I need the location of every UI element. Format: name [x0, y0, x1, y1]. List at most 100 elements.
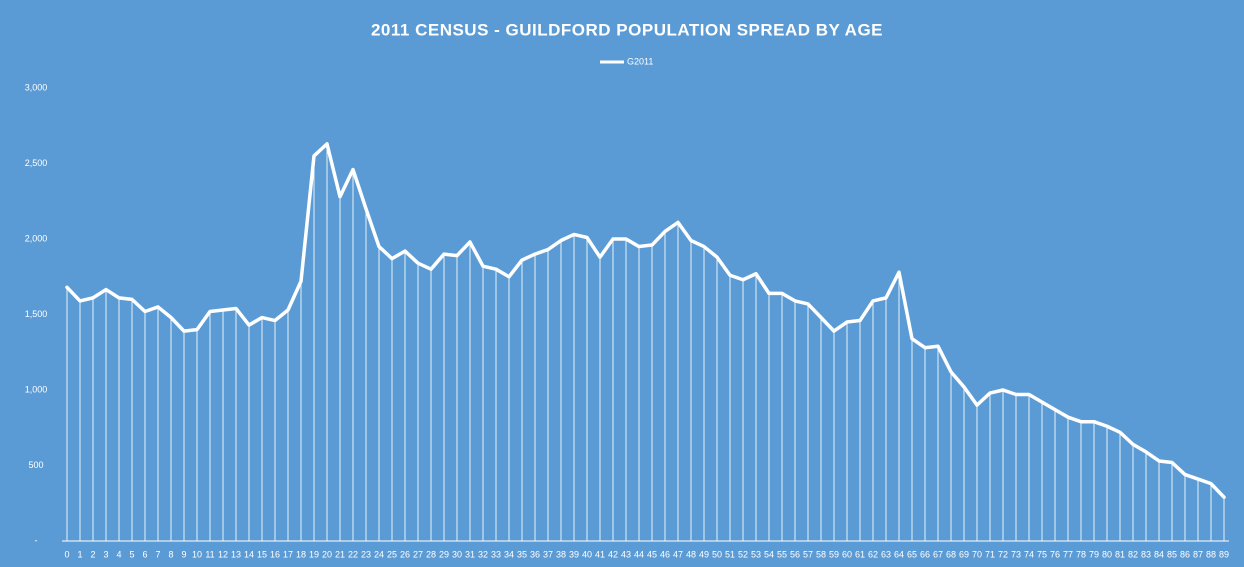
- x-tick-label: 35: [517, 549, 527, 559]
- x-tick-label: 8: [168, 549, 173, 559]
- x-tick-label: 26: [400, 549, 410, 559]
- x-tick-label: 23: [361, 549, 371, 559]
- x-tick-label: 17: [283, 549, 293, 559]
- x-tick-label: 79: [1089, 549, 1099, 559]
- x-tick-label: 40: [582, 549, 592, 559]
- chart-title: 2011 CENSUS - GUILDFORD POPULATION SPREA…: [371, 20, 883, 39]
- x-tick-label: 2: [90, 549, 95, 559]
- x-tick-label: 76: [1050, 549, 1060, 559]
- x-tick-label: 41: [595, 549, 605, 559]
- x-tick-label: 1: [77, 549, 82, 559]
- y-tick-label: 1,500: [25, 309, 48, 319]
- x-tick-label: 70: [972, 549, 982, 559]
- x-tick-label: 44: [634, 549, 644, 559]
- x-tick-label: 33: [491, 549, 501, 559]
- x-tick-label: 82: [1128, 549, 1138, 559]
- x-tick-label: 75: [1037, 549, 1047, 559]
- x-tick-label: 52: [738, 549, 748, 559]
- x-tick-label: 68: [946, 549, 956, 559]
- x-tick-label: 47: [673, 549, 683, 559]
- x-tick-label: 11: [205, 549, 214, 559]
- x-tick-label: 49: [699, 549, 709, 559]
- y-tick-label: 3,000: [25, 82, 48, 92]
- x-tick-label: 88: [1206, 549, 1216, 559]
- x-tick-label: 59: [829, 549, 839, 559]
- x-tick-label: 7: [155, 549, 160, 559]
- x-tick-label: 9: [181, 549, 186, 559]
- y-tick-label: -: [35, 535, 38, 545]
- x-tick-label: 27: [413, 549, 423, 559]
- x-tick-label: 32: [478, 549, 488, 559]
- x-tick-label: 56: [790, 549, 800, 559]
- x-tick-label: 51: [725, 549, 735, 559]
- legend-label: G2011: [627, 56, 653, 66]
- x-tick-label: 29: [439, 549, 449, 559]
- x-tick-label: 5: [129, 549, 134, 559]
- x-tick-label: 85: [1167, 549, 1177, 559]
- x-tick-label: 45: [647, 549, 657, 559]
- x-tick-label: 64: [894, 549, 904, 559]
- data-line: [65, 142, 1226, 499]
- y-tick-label: 1,000: [25, 384, 48, 394]
- x-tick-label: 81: [1115, 549, 1125, 559]
- x-tick-label: 37: [543, 549, 553, 559]
- x-tick-label: 77: [1063, 549, 1073, 559]
- x-tick-label: 25: [387, 549, 397, 559]
- x-tick-label: 53: [751, 549, 761, 559]
- x-tick-label: 15: [257, 549, 267, 559]
- x-tick-label: 61: [855, 549, 865, 559]
- x-tick-label: 65: [907, 549, 917, 559]
- x-tick-label: 19: [309, 549, 319, 559]
- x-tick-label: 36: [530, 549, 540, 559]
- x-tick-label: 28: [426, 549, 436, 559]
- x-tick-label: 18: [296, 549, 306, 559]
- x-tick-label: 50: [712, 549, 722, 559]
- y-tick-label: 500: [28, 460, 43, 470]
- x-tick-label: 13: [231, 549, 241, 559]
- x-tick-label: 12: [218, 549, 228, 559]
- x-tick-label: 21: [335, 549, 345, 559]
- x-tick-label: 42: [608, 549, 618, 559]
- x-tick-label: 14: [244, 549, 254, 559]
- x-tick-label: 6: [142, 549, 147, 559]
- x-tick-label: 78: [1076, 549, 1086, 559]
- x-tick-label: 73: [1011, 549, 1021, 559]
- x-tick-label: 31: [465, 549, 475, 559]
- x-tick-label: 72: [998, 549, 1008, 559]
- x-tick-label: 74: [1024, 549, 1034, 559]
- y-tick-label: 2,500: [25, 158, 48, 168]
- x-tick-label: 24: [374, 549, 384, 559]
- x-tick-label: 38: [556, 549, 566, 559]
- x-tick-label: 55: [777, 549, 787, 559]
- x-tick-label: 10: [192, 549, 202, 559]
- x-tick-label: 87: [1193, 549, 1203, 559]
- x-tick-label: 60: [842, 549, 852, 559]
- x-tick-label: 67: [933, 549, 943, 559]
- x-tick-label: 83: [1141, 549, 1151, 559]
- x-tick-label: 58: [816, 549, 826, 559]
- x-tick-label: 43: [621, 549, 631, 559]
- x-tick-label: 22: [348, 549, 358, 559]
- x-tick-label: 20: [322, 549, 332, 559]
- x-tick-label: 34: [504, 549, 514, 559]
- x-tick-label: 80: [1102, 549, 1112, 559]
- x-tick-label: 86: [1180, 549, 1190, 559]
- x-tick-label: 4: [116, 549, 121, 559]
- x-tick-label: 71: [985, 549, 995, 559]
- x-tick-label: 54: [764, 549, 774, 559]
- x-tick-label: 62: [868, 549, 878, 559]
- x-tick-label: 69: [959, 549, 969, 559]
- x-tick-label: 84: [1154, 549, 1164, 559]
- x-tick-label: 39: [569, 549, 579, 559]
- x-tick-label: 46: [660, 549, 670, 559]
- x-tick-label: 63: [881, 549, 891, 559]
- x-tick-label: 16: [270, 549, 280, 559]
- x-tick-label: 0: [64, 549, 69, 559]
- x-tick-label: 66: [920, 549, 930, 559]
- x-tick-label: 48: [686, 549, 696, 559]
- x-tick-label: 89: [1219, 549, 1229, 559]
- x-tick-label: 30: [452, 549, 462, 559]
- y-tick-label: 2,000: [25, 233, 48, 243]
